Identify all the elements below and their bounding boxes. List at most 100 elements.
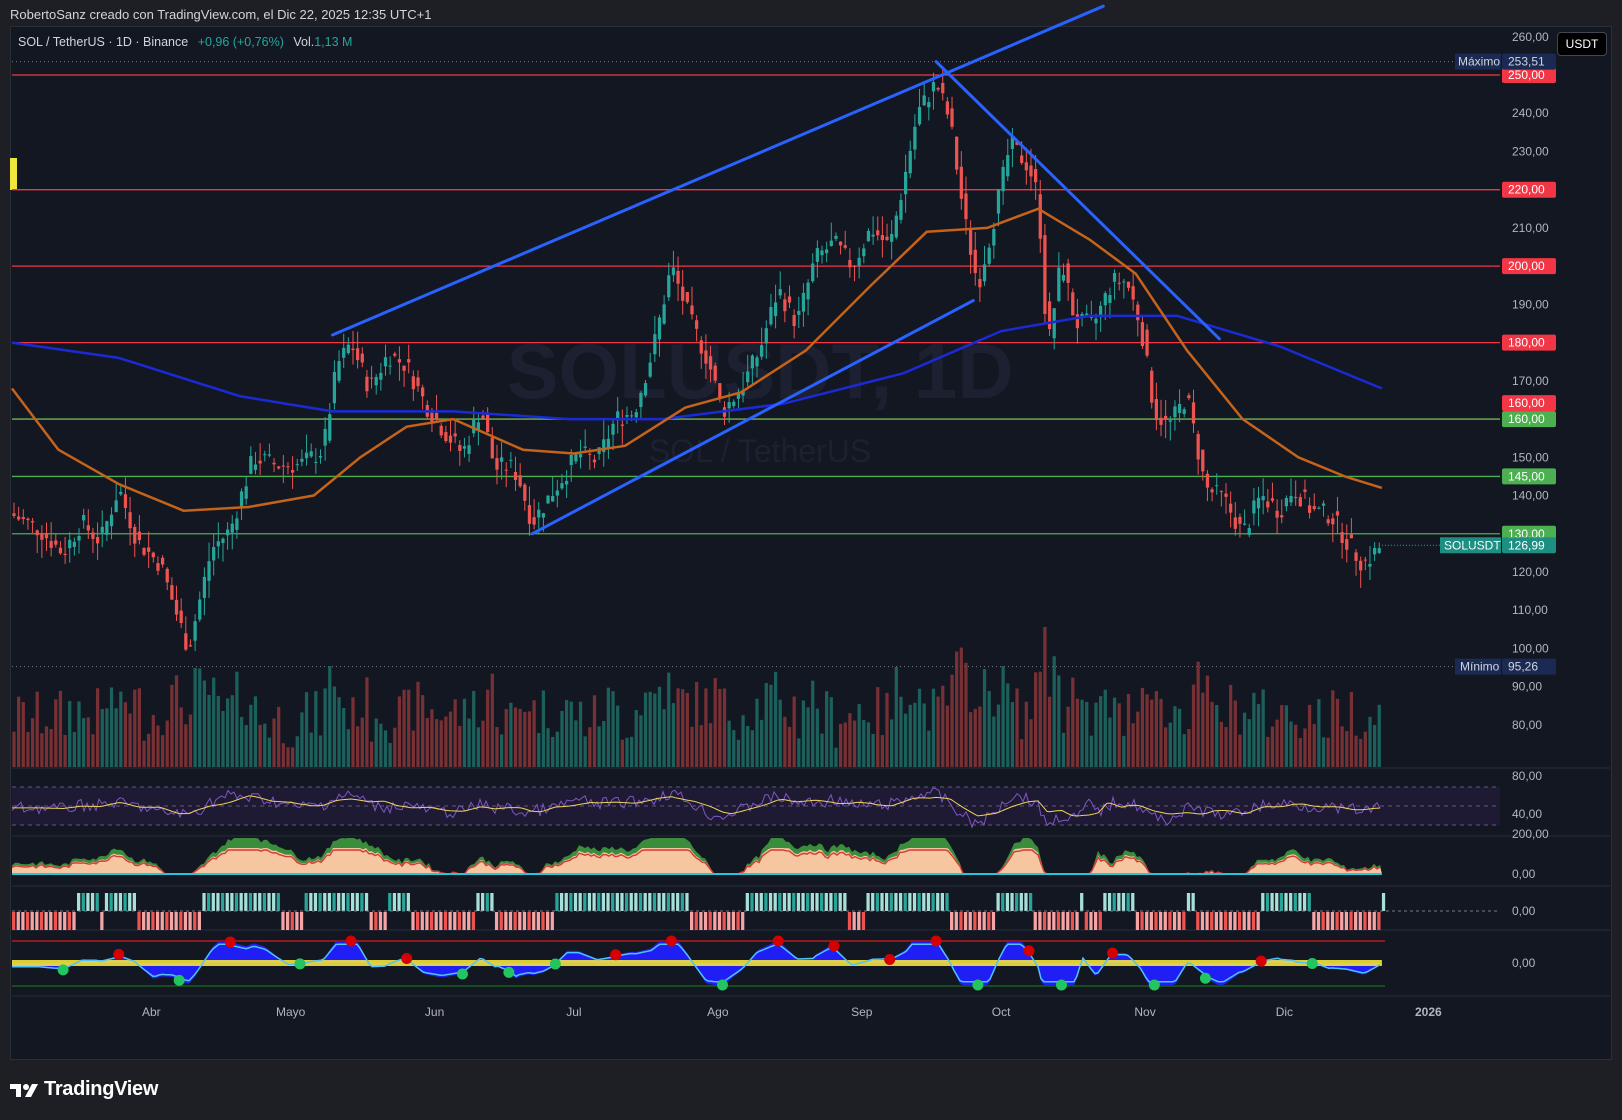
volume-bar	[801, 700, 806, 767]
volume-bar	[1154, 691, 1158, 767]
volume-bar	[1340, 726, 1344, 767]
candle-body	[54, 540, 58, 545]
osc2-bar	[773, 893, 777, 911]
candle-body	[123, 494, 128, 508]
osc2-bar	[155, 912, 160, 930]
candle-body	[337, 361, 341, 381]
volume-bar	[1247, 719, 1251, 767]
level-badge: 160,00	[1508, 412, 1545, 426]
volume-bar	[346, 729, 350, 767]
candle-body	[142, 547, 146, 555]
candle-body	[328, 414, 332, 441]
osc2-bar	[416, 912, 420, 930]
candle-body	[1340, 532, 1344, 544]
candle-body	[973, 249, 977, 274]
osc3-dot	[972, 979, 984, 991]
osc2-bar	[58, 912, 62, 930]
candle-body	[611, 423, 615, 435]
candle-body	[295, 464, 299, 466]
volume-bar	[416, 681, 420, 767]
trendline-2	[530, 299, 975, 536]
candle-body	[444, 432, 448, 442]
osc2-bar	[680, 893, 684, 911]
volume-bar	[625, 737, 629, 767]
osc2-bar	[207, 893, 211, 911]
volume-bar	[1010, 702, 1015, 767]
candle-body	[12, 513, 16, 516]
osc2-bar	[1377, 912, 1381, 930]
osc2-bar	[583, 893, 587, 911]
symbol-line[interactable]: SOL / TetherUS · 1D · Binance	[18, 35, 189, 49]
candle-body	[648, 362, 652, 377]
candle-body	[216, 541, 220, 547]
volume-bar	[142, 740, 146, 767]
osc2-bar	[1354, 912, 1358, 930]
price-tick-label: 110,00	[1512, 603, 1548, 617]
osc2-bar	[1372, 912, 1376, 930]
candle-body	[1298, 497, 1302, 507]
osc2-bar	[875, 893, 879, 911]
volume-bar	[1182, 734, 1186, 767]
osc2-bar	[188, 912, 192, 930]
volume-bar	[439, 720, 443, 767]
candle-body	[165, 568, 169, 583]
volume-bar	[973, 708, 977, 767]
currency-button[interactable]: USDT	[1557, 32, 1607, 56]
candle-body	[86, 525, 90, 531]
price-tick-label: 80,00	[1512, 718, 1542, 732]
osc3-dot	[1107, 947, 1119, 959]
candle-body	[458, 444, 462, 451]
volume-bar	[272, 718, 276, 767]
volume-bar	[527, 711, 532, 767]
osc2-bar	[731, 912, 736, 930]
tradingview-logo[interactable]: TradingView	[10, 1078, 158, 1101]
candle-body	[1205, 473, 1210, 488]
candle-body	[913, 126, 917, 150]
osc2-bar	[987, 912, 991, 930]
osc2-bar	[1066, 912, 1070, 930]
volume-bar	[1029, 719, 1033, 767]
candle-body	[100, 526, 104, 533]
volume-bar	[156, 725, 160, 767]
candle-body	[574, 453, 578, 462]
candle-body	[736, 393, 741, 399]
volume-bar	[718, 688, 722, 767]
osc2-bar	[676, 893, 680, 911]
candle-body	[1359, 560, 1363, 571]
candle-body	[755, 357, 759, 367]
osc2-bar	[53, 912, 58, 930]
osc2-bar	[281, 912, 285, 930]
candle-body	[411, 376, 415, 390]
osc2-bar	[1381, 893, 1386, 911]
osc2-bar	[39, 912, 44, 930]
candle-body	[309, 451, 313, 457]
osc2-bar	[912, 893, 917, 911]
candle-body	[1177, 404, 1182, 414]
volume-bar	[1103, 689, 1107, 767]
osc2-bar	[494, 912, 499, 930]
candle-body	[741, 390, 745, 396]
volume-bar	[365, 677, 369, 767]
volume-bar	[885, 692, 889, 767]
volume-bar	[1140, 687, 1145, 767]
osc2-bar	[634, 893, 638, 911]
osc2-bar	[1330, 912, 1335, 930]
candle-body	[72, 541, 76, 547]
osc2-bar	[142, 912, 146, 930]
osc2-bar	[248, 893, 253, 911]
volume-bar	[202, 680, 207, 767]
candle-body	[523, 484, 527, 501]
candle-body	[866, 230, 871, 242]
osc2-bar	[1186, 893, 1191, 911]
candle-body	[346, 344, 350, 354]
time-label-Sep: Sep	[851, 1005, 873, 1019]
osc2-bar	[638, 893, 643, 911]
candle-body	[1312, 506, 1316, 510]
candle-body	[820, 250, 824, 256]
volume-bar	[323, 688, 327, 767]
candle-body	[1326, 519, 1330, 524]
osc2-bar	[1321, 912, 1325, 930]
volume-bar	[1168, 722, 1172, 767]
volume-bar	[486, 689, 490, 767]
